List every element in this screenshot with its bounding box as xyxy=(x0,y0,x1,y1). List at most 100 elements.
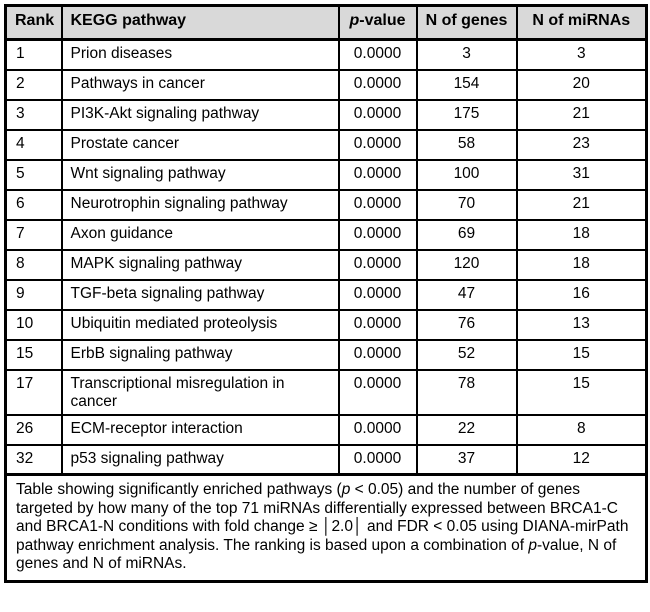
pathway-cell: MAPK signaling pathway xyxy=(60,248,340,281)
rank-cell: 5 xyxy=(4,158,63,191)
table-row: 4 Prostate cancer 0.0000 58 23 xyxy=(4,128,648,161)
rank-cell: 10 xyxy=(4,308,63,341)
header-pvalue: p-value xyxy=(337,4,418,41)
caption-italic-p-1: p xyxy=(341,481,351,498)
header-genes: N of genes xyxy=(415,4,518,41)
pvalue-cell: 0.0000 xyxy=(337,338,418,371)
table-row: 5 Wnt signaling pathway 0.0000 100 31 xyxy=(4,158,648,191)
rank-cell: 32 xyxy=(4,443,63,476)
genes-cell: 76 xyxy=(415,308,518,341)
header-pvalue-rest: -value xyxy=(359,12,406,29)
genes-cell: 22 xyxy=(415,413,518,446)
mirnas-cell: 16 xyxy=(515,278,648,311)
pathway-cell: Neurotrophin signaling pathway xyxy=(60,188,340,221)
mirnas-cell: 20 xyxy=(515,68,648,101)
mirnas-cell: 3 xyxy=(515,38,648,71)
mirnas-cell: 23 xyxy=(515,128,648,161)
rank-cell: 26 xyxy=(4,413,63,446)
table-body: 1 Prion diseases 0.0000 3 3 2 Pathways in canc… xyxy=(4,38,648,476)
mirnas-cell: 15 xyxy=(515,338,648,371)
pathway-cell: Wnt signaling pathway xyxy=(60,158,340,191)
pathway-cell: Axon guidance xyxy=(60,218,340,251)
mirnas-cell: 21 xyxy=(515,98,648,131)
genes-cell: 70 xyxy=(415,188,518,221)
pathway-cell: Prostate cancer xyxy=(60,128,340,161)
caption-row: Table showing significantly enriched pat… xyxy=(4,473,648,582)
mirnas-cell: 21 xyxy=(515,188,648,221)
table-row: 9 TGF-beta signaling pathway 0.0000 47 16 xyxy=(4,278,648,311)
pathway-cell: ECM-receptor interaction xyxy=(60,413,340,446)
mirnas-cell: 18 xyxy=(515,218,648,251)
pvalue-cell: 0.0000 xyxy=(337,218,418,251)
pvalue-cell: 0.0000 xyxy=(337,158,418,191)
pvalue-cell: 0.0000 xyxy=(337,98,418,131)
table-row: 17 Transcriptional misregulation in cance… xyxy=(4,368,648,416)
mirnas-cell: 18 xyxy=(515,248,648,281)
pvalue-cell: 0.0000 xyxy=(337,443,418,476)
rank-cell: 1 xyxy=(4,38,63,71)
pvalue-cell: 0.0000 xyxy=(337,308,418,341)
rank-cell: 3 xyxy=(4,98,63,131)
pathway-cell: ErbB signaling pathway xyxy=(60,338,340,371)
rank-cell: 6 xyxy=(4,188,63,221)
table-caption: Table showing significantly enriched pat… xyxy=(4,473,648,582)
table-row: 1 Prion diseases 0.0000 3 3 xyxy=(4,38,648,71)
rank-cell: 7 xyxy=(4,218,63,251)
rank-cell: 9 xyxy=(4,278,63,311)
pvalue-cell: 0.0000 xyxy=(337,413,418,446)
pathway-cell: Transcriptional misregulation in cancer xyxy=(60,368,340,416)
pvalue-cell: 0.0000 xyxy=(337,248,418,281)
genes-cell: 69 xyxy=(415,218,518,251)
caption-italic-p-2: p xyxy=(528,536,538,554)
caption-text-2: < 0.05) and the number of genes targeted… xyxy=(16,481,629,554)
header-row: Rank KEGG pathway p-value N of genes N o… xyxy=(4,4,648,41)
genes-cell: 175 xyxy=(415,98,518,131)
header-pathway: KEGG pathway xyxy=(60,4,340,41)
genes-cell: 120 xyxy=(415,248,518,281)
genes-cell: 52 xyxy=(415,338,518,371)
caption-text-1: Table showing significantly enriched pat… xyxy=(16,481,342,498)
mirnas-cell: 12 xyxy=(515,443,648,476)
header-rank: Rank xyxy=(4,4,63,41)
pvalue-cell: 0.0000 xyxy=(337,68,418,101)
kegg-pathway-table: Rank KEGG pathway p-value N of genes N o… xyxy=(4,4,648,583)
pathway-cell: Prion diseases xyxy=(60,38,340,71)
genes-cell: 47 xyxy=(415,278,518,311)
pvalue-cell: 0.0000 xyxy=(337,38,418,71)
table-row: 2 Pathways in cancer 0.0000 154 20 xyxy=(4,68,648,101)
pathway-cell: Ubiquitin mediated proteolysis xyxy=(60,308,340,341)
mirnas-cell: 8 xyxy=(515,413,648,446)
pvalue-cell: 0.0000 xyxy=(337,128,418,161)
genes-cell: 154 xyxy=(415,68,518,101)
genes-cell: 37 xyxy=(415,443,518,476)
pathway-cell: TGF-beta signaling pathway xyxy=(60,278,340,311)
mirnas-cell: 15 xyxy=(515,368,648,416)
header-pvalue-italic-p: p xyxy=(349,12,360,29)
table-row: 32 p53 signaling pathway 0.0000 37 12 xyxy=(4,443,648,476)
pvalue-cell: 0.0000 xyxy=(337,278,418,311)
table-row: 8 MAPK signaling pathway 0.0000 120 18 xyxy=(4,248,648,281)
table-row: 3 PI3K-Akt signaling pathway 0.0000 175 21 xyxy=(4,98,648,131)
genes-cell: 58 xyxy=(415,128,518,161)
mirnas-cell: 31 xyxy=(515,158,648,191)
table-row: 15 ErbB signaling pathway 0.0000 52 15 xyxy=(4,338,648,371)
table-footer: Table showing significantly enriched pat… xyxy=(4,473,648,582)
pathway-cell: Pathways in cancer xyxy=(60,68,340,101)
pvalue-cell: 0.0000 xyxy=(337,368,418,416)
pvalue-cell: 0.0000 xyxy=(337,188,418,221)
table-row: 10 Ubiquitin mediated proteolysis 0.0000 76… xyxy=(4,308,648,341)
genes-cell: 78 xyxy=(415,368,518,416)
mirnas-cell: 13 xyxy=(515,308,648,341)
table-row: 26 ECM-receptor interaction 0.0000 22 8 xyxy=(4,413,648,446)
rank-cell: 17 xyxy=(4,368,63,416)
rank-cell: 4 xyxy=(4,128,63,161)
rank-cell: 2 xyxy=(4,68,63,101)
header-mirnas: N of miRNAs xyxy=(515,4,648,41)
pathway-cell: PI3K-Akt signaling pathway xyxy=(60,98,340,131)
table-row: 7 Axon guidance 0.0000 69 18 xyxy=(4,218,648,251)
rank-cell: 15 xyxy=(4,338,63,371)
pathway-cell: p53 signaling pathway xyxy=(60,443,340,476)
table-header: Rank KEGG pathway p-value N of genes N o… xyxy=(4,4,648,41)
caption-text-3: -value, N of genes and N of miRNAs. xyxy=(16,536,617,573)
rank-cell: 8 xyxy=(4,248,63,281)
